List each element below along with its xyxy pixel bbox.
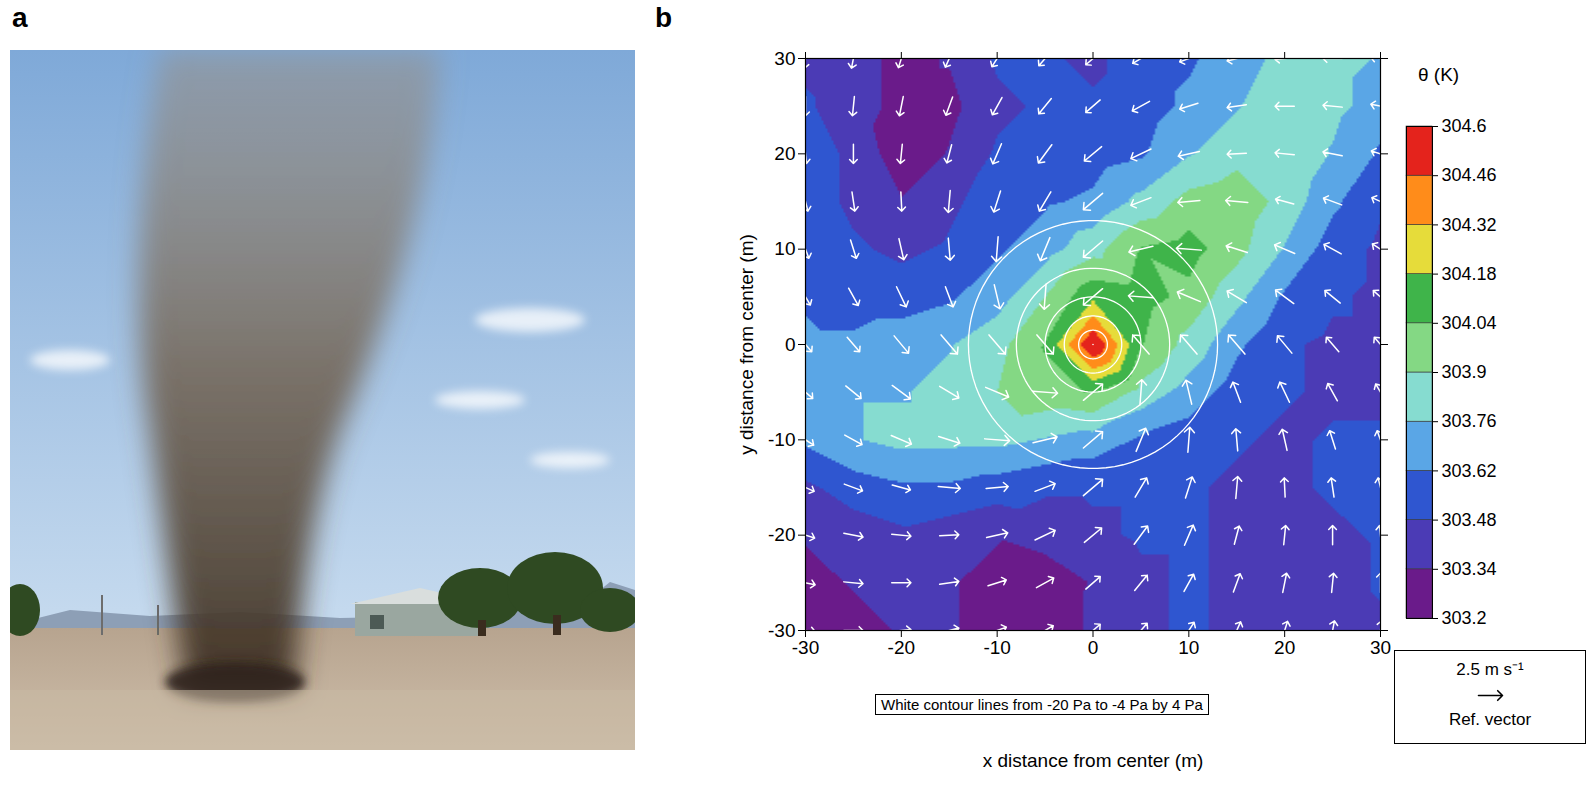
svg-text:303.48: 303.48 — [1442, 510, 1497, 530]
svg-text:303.2: 303.2 — [1442, 608, 1487, 628]
svg-text:303.76: 303.76 — [1442, 411, 1497, 431]
svg-text:-20: -20 — [768, 524, 795, 545]
svg-text:304.6: 304.6 — [1442, 116, 1487, 136]
svg-text:y distance from center (m): y distance from center (m) — [736, 234, 757, 455]
svg-text:304.32: 304.32 — [1442, 215, 1497, 235]
svg-text:30: 30 — [774, 48, 795, 69]
svg-text:-10: -10 — [768, 429, 795, 450]
svg-text:0: 0 — [1088, 637, 1099, 658]
html-text:White contour lines from -20 P: White contour lines from -20 Pa to -4 Pa… — [881, 696, 1203, 713]
svg-text:10: 10 — [774, 238, 795, 259]
svg-text:304.18: 304.18 — [1442, 264, 1497, 284]
html-text:a: a — [12, 2, 28, 33]
svg-text:-30: -30 — [768, 620, 795, 641]
html-text:2.5 m s⁻¹: 2.5 m s⁻¹ — [1456, 660, 1524, 679]
html-text:θ (K): θ (K) — [1418, 64, 1460, 85]
svg-text:304.04: 304.04 — [1442, 313, 1497, 333]
svg-text:10: 10 — [1178, 637, 1199, 658]
svg-text:x distance from center (m): x distance from center (m) — [983, 750, 1204, 771]
svg-text:0: 0 — [785, 334, 796, 355]
svg-text:20: 20 — [774, 143, 795, 164]
svg-text:303.34: 303.34 — [1442, 559, 1497, 579]
svg-text:303.62: 303.62 — [1442, 461, 1497, 481]
html-text:Ref. vector: Ref. vector — [1448, 710, 1532, 729]
svg-text:-10: -10 — [983, 637, 1010, 658]
svg-text:30: 30 — [1370, 637, 1391, 658]
html-text:b: b — [655, 2, 673, 33]
svg-text:-30: -30 — [792, 637, 819, 658]
svg-text:20: 20 — [1274, 637, 1295, 658]
svg-text:-20: -20 — [888, 637, 915, 658]
svg-text:303.9: 303.9 — [1442, 362, 1487, 382]
svg-text:304.46: 304.46 — [1442, 165, 1497, 185]
